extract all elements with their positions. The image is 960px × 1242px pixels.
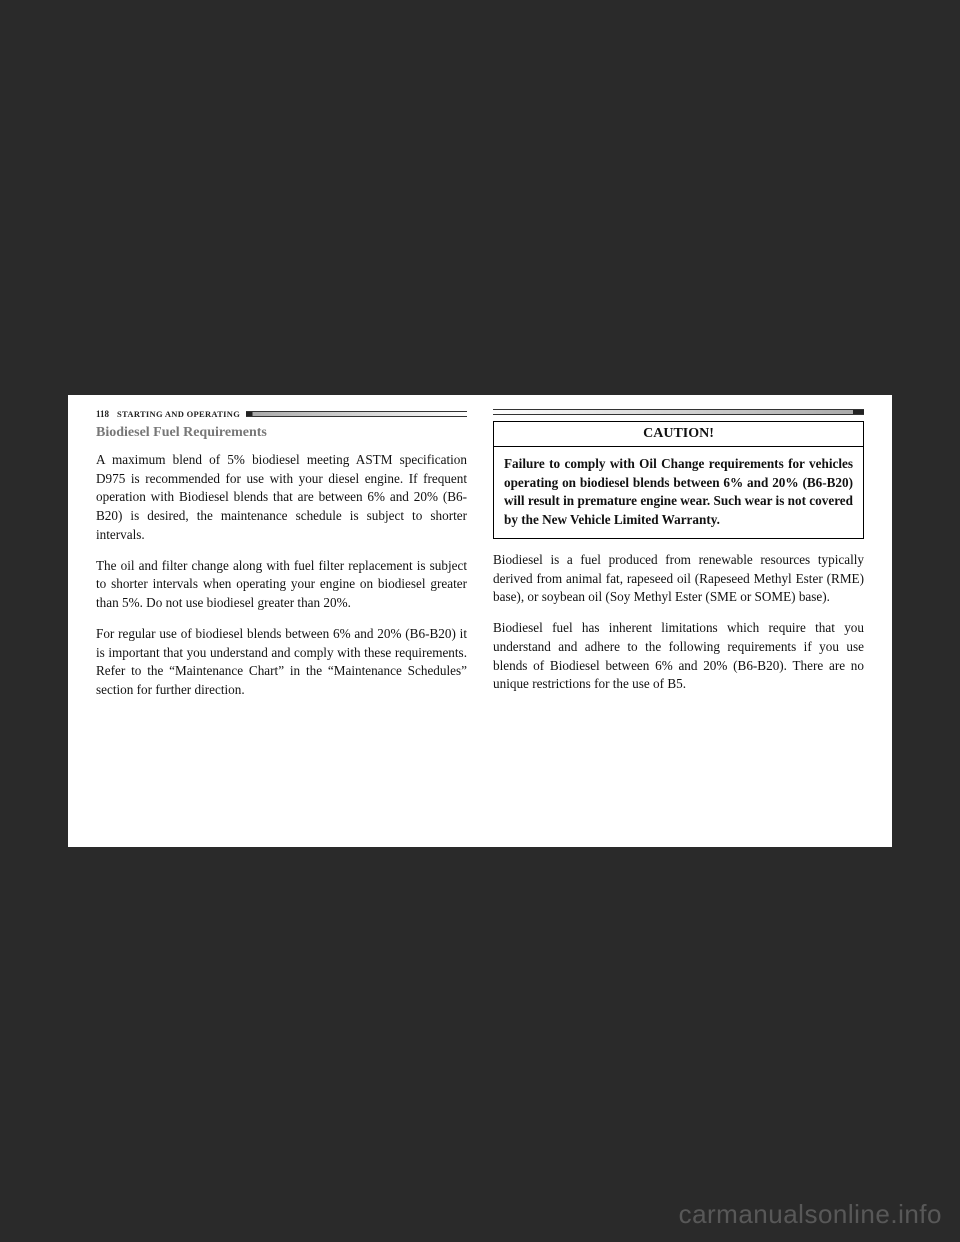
- body-paragraph: A maximum blend of 5% biodiesel meeting …: [96, 451, 467, 545]
- two-column-layout: 118 STARTING AND OPERATING Biodiesel Fue…: [96, 409, 864, 833]
- caution-title: CAUTION!: [494, 422, 863, 447]
- page-number: 118: [96, 409, 109, 419]
- body-paragraph: For regular use of biodiesel blends betw…: [96, 625, 467, 700]
- caution-box: CAUTION! Failure to comply with Oil Chan…: [493, 421, 864, 539]
- body-paragraph: The oil and filter change along with fue…: [96, 557, 467, 613]
- manual-page: 118 STARTING AND OPERATING Biodiesel Fue…: [68, 395, 892, 847]
- header-rule: [246, 411, 467, 417]
- section-title: STARTING AND OPERATING: [117, 409, 240, 419]
- body-paragraph: Biodiesel is a fuel produced from renewa…: [493, 551, 864, 607]
- right-column: CAUTION! Failure to comply with Oil Chan…: [493, 409, 864, 833]
- left-column: 118 STARTING AND OPERATING Biodiesel Fue…: [96, 409, 467, 833]
- page-header-left: 118 STARTING AND OPERATING: [96, 409, 467, 419]
- page-header-right: [493, 409, 864, 415]
- section-heading: Biodiesel Fuel Requirements: [96, 425, 467, 441]
- caution-body: Failure to comply with Oil Change requir…: [494, 447, 863, 538]
- header-rule: [493, 409, 864, 415]
- body-paragraph: Biodiesel fuel has inherent limitations …: [493, 619, 864, 694]
- watermark-text: carmanualsonline.info: [679, 1199, 942, 1230]
